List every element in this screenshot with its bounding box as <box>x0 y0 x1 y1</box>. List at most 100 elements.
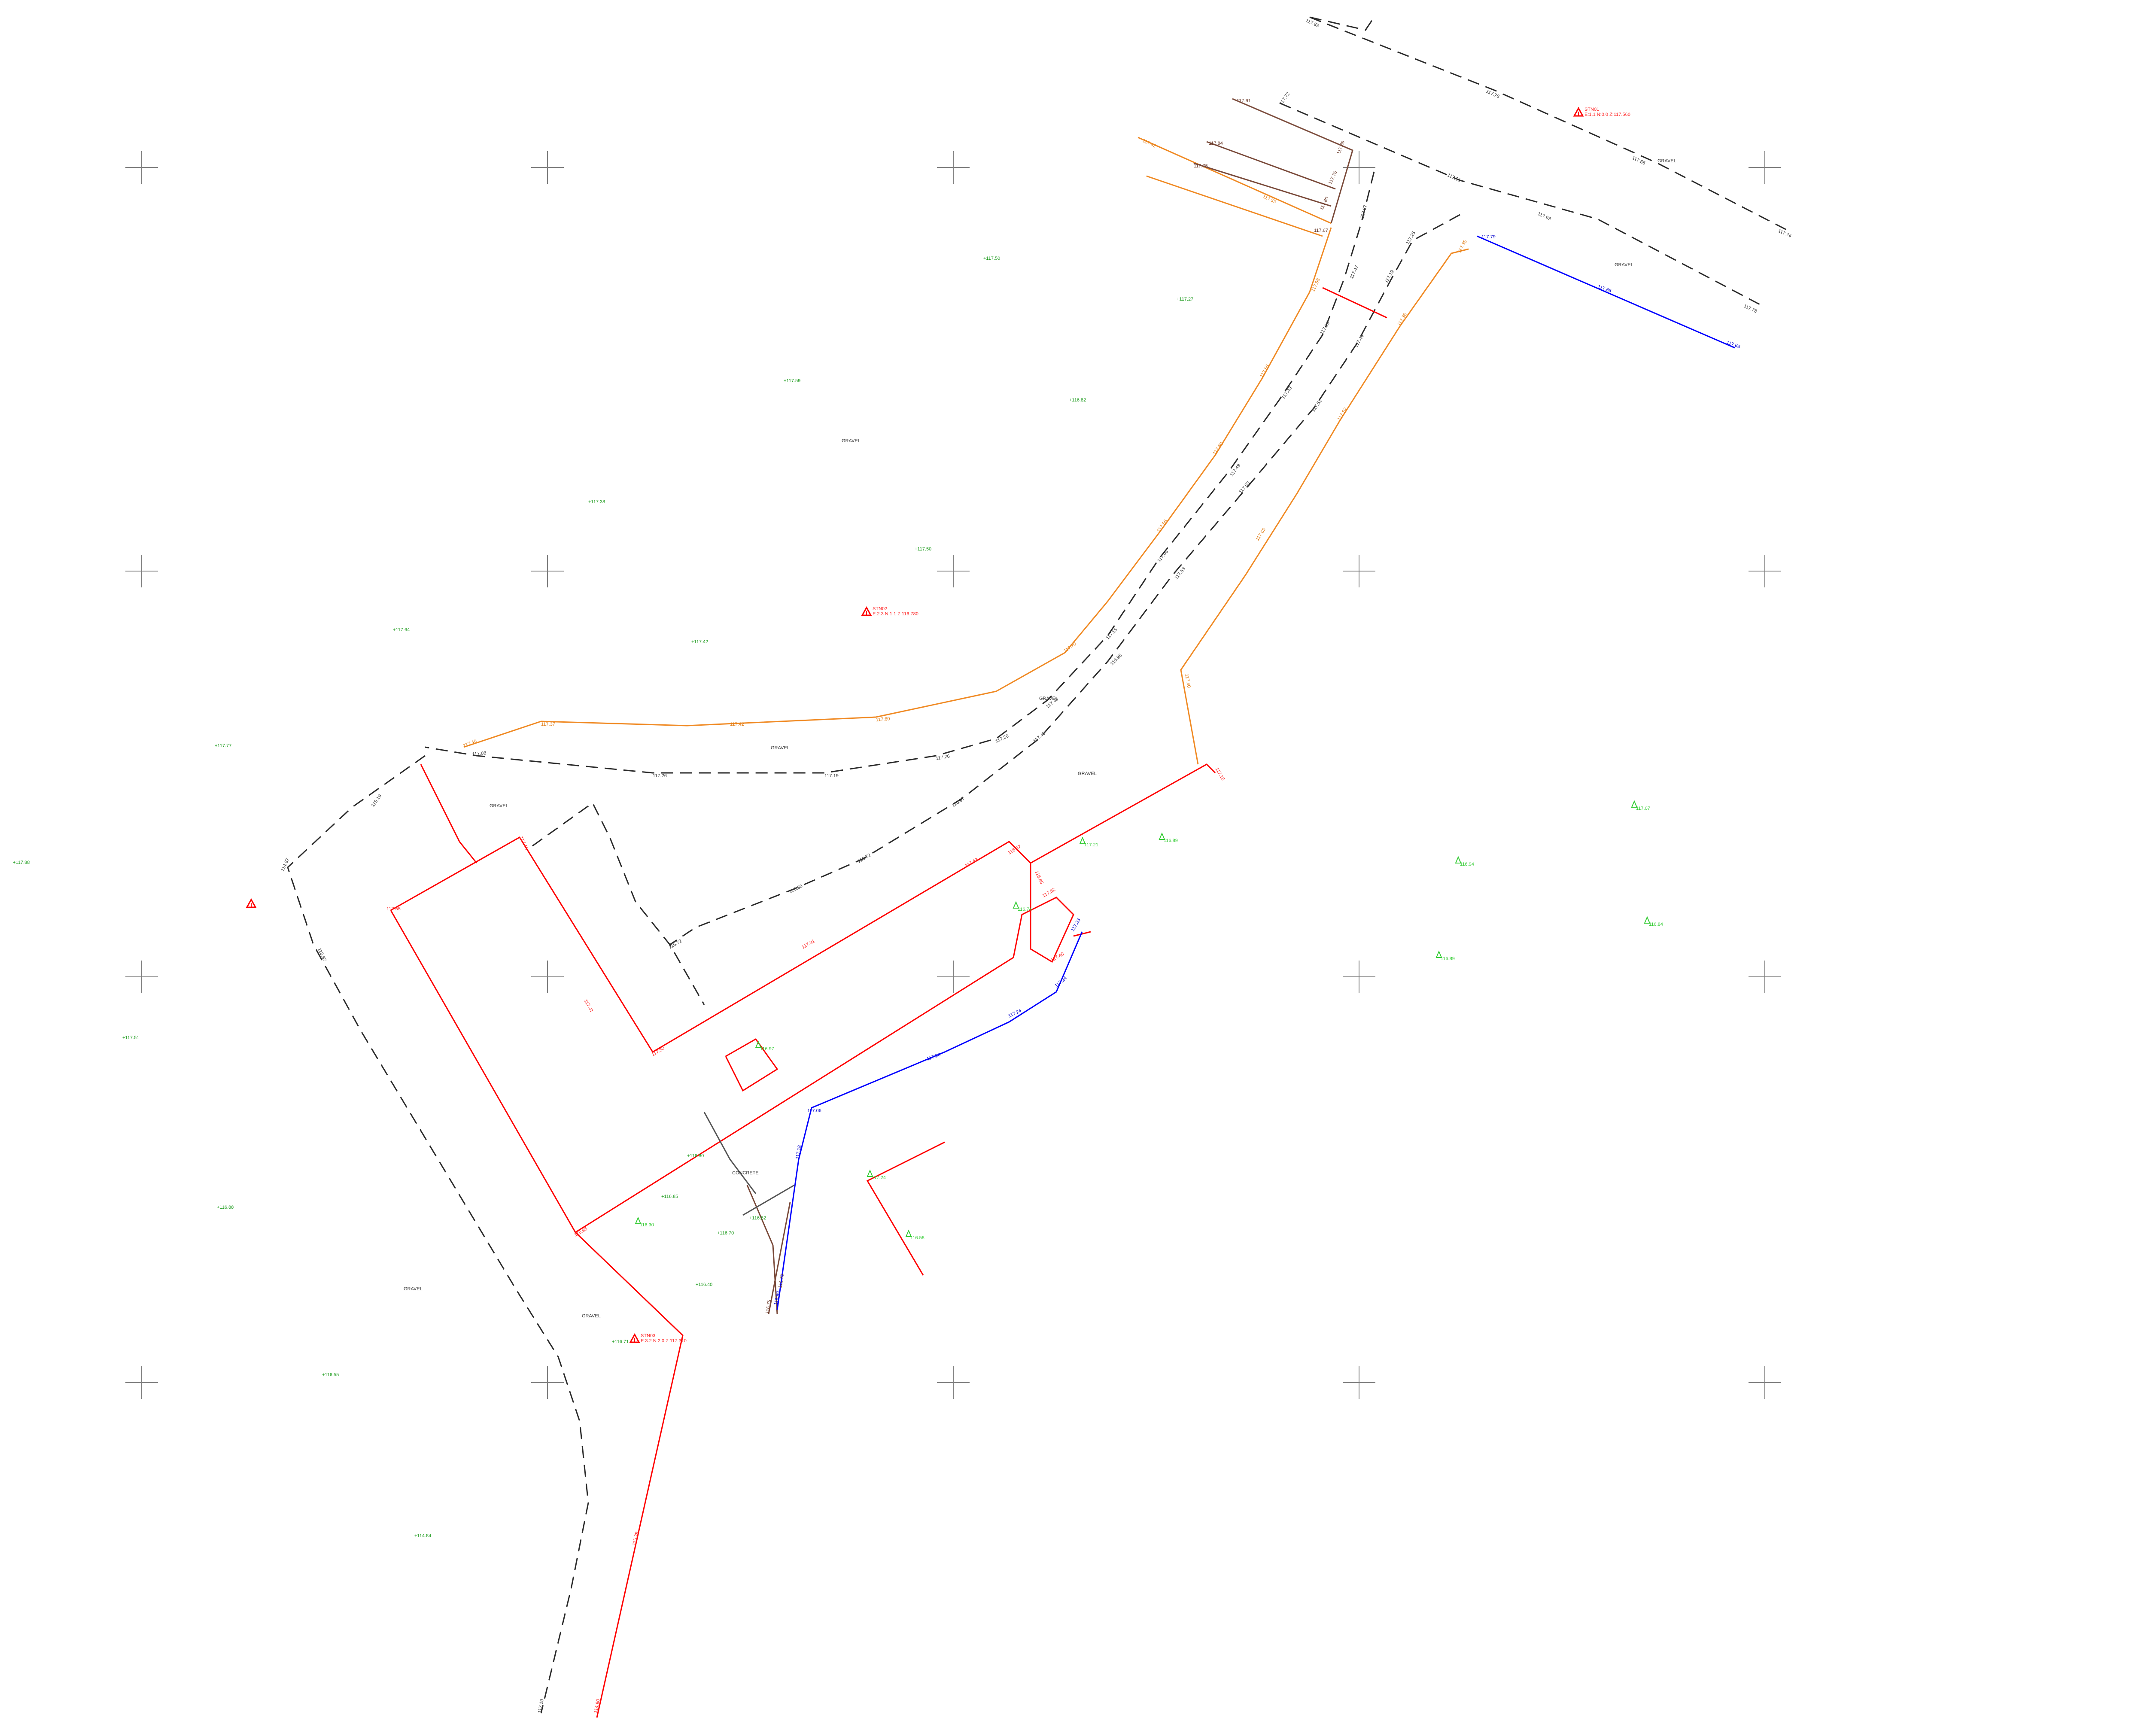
station-triangle-icon <box>1573 106 1584 117</box>
line-level-label: 117.93 <box>1537 211 1552 222</box>
line-level-label: 116.96 <box>1110 653 1123 666</box>
line-level-label: 117.55 <box>1259 364 1271 378</box>
line-level-label: 116.70 <box>778 1274 785 1288</box>
line-level-label: 117.42 <box>1142 138 1157 149</box>
dashed-line-upper-road <box>1279 102 1761 306</box>
station-triangle-icon <box>861 606 872 616</box>
surface-label: GRAVEL <box>1657 158 1676 164</box>
tree-symbol-icon <box>867 1169 873 1177</box>
line-level-label: 117.35 <box>1457 239 1468 254</box>
surface-label: GRAVEL <box>842 438 861 444</box>
line-level-label: 117.79 <box>1481 234 1496 240</box>
grey-line-concrete-2 <box>742 1184 795 1216</box>
line-level-label: 117.19 <box>537 1699 545 1713</box>
tree-level-label: 116.89 <box>1441 956 1455 961</box>
line-level-label: 117.24 <box>1007 1008 1022 1019</box>
line-level-label: 117.47 <box>1349 265 1360 280</box>
dashed-line-road-centre-right <box>669 214 1460 946</box>
line-level-label: 117.67 <box>1359 204 1368 219</box>
line-level-label: 117.72 <box>1279 91 1291 106</box>
tree-symbol-icon <box>905 1229 912 1237</box>
line-level-label: 116.30 <box>788 884 803 894</box>
line-level-label: 115.87 <box>316 947 327 962</box>
line-level-label: 116.72 <box>857 853 872 864</box>
grid-cross-icon <box>125 555 158 587</box>
line-level-label: 117.18 <box>1214 767 1226 781</box>
line-level-label: 116.97 <box>1007 844 1022 856</box>
station-triangle-icon <box>246 898 257 908</box>
spot-height-label: +117.38 <box>588 499 605 505</box>
tree-level-label: 117.21 <box>1084 842 1098 848</box>
line-level-label: 117.91 <box>1237 98 1251 103</box>
red-plot-boundary <box>390 836 1074 1234</box>
line-level-label: 117.40 <box>462 739 477 748</box>
line-level-label: 117.42 <box>730 722 744 727</box>
surface-label: GRAVEL <box>1078 771 1097 776</box>
tree-level-label: 116.94 <box>1460 862 1474 867</box>
surface-label: GRAVEL <box>490 803 508 809</box>
line-level-label: 117.37 <box>541 722 555 727</box>
red-east-lines <box>866 1141 945 1276</box>
line-level-label: 117.65 <box>1156 519 1169 533</box>
tree-symbol-icon <box>1455 856 1462 863</box>
line-level-label: 116.45 <box>1034 870 1044 885</box>
surface-label: GRAVEL <box>404 1286 423 1292</box>
line-level-label: 117.45 <box>518 836 529 851</box>
spot-height-label: +116.82 <box>1069 398 1086 403</box>
dashed-road-lines <box>287 16 1791 1714</box>
grid-cross-icon <box>1749 1366 1781 1399</box>
line-level-label: 117.41 <box>583 999 594 1013</box>
brown-fence-5 <box>768 1202 791 1314</box>
blue-drain-lines <box>776 235 1735 1310</box>
line-level-labels: 117.83117.76117.66117.74117.72117.61117.… <box>280 18 1792 1714</box>
station-sub-3: E:3.2 N:2.0 Z:117.310 <box>641 1338 687 1344</box>
line-level-label: 117.08 <box>472 751 487 757</box>
line-level-label: 117.67 <box>1314 228 1328 233</box>
surface-label: CONCRETE <box>732 1171 759 1176</box>
grid-cross-icon <box>1343 555 1375 587</box>
dashed-line-inner-plot <box>532 802 705 1005</box>
tree-level-label: 116.97 <box>760 1046 774 1052</box>
line-level-label: 117.03 <box>1238 480 1251 495</box>
grid-cross-icon <box>125 961 158 993</box>
line-level-label: 117.70 <box>1063 641 1077 654</box>
surface-label: GRAVEL <box>582 1313 601 1319</box>
spot-height-label: +116.71 <box>612 1339 629 1344</box>
station-label-2: STN02 <box>873 606 887 611</box>
dashed-line-top-right <box>1309 16 1791 233</box>
spot-height-label: +117.64 <box>393 627 410 632</box>
line-level-label: 117.36 <box>1396 312 1408 327</box>
line-level-label: 117.61 <box>1447 173 1462 183</box>
grid-cross-icon <box>531 961 564 993</box>
line-level-label: 117.30 <box>994 733 1010 744</box>
grid-cross-icon <box>937 151 970 184</box>
spot-height-label: +117.50 <box>983 256 1000 261</box>
line-level-label: 117.89 <box>1336 140 1346 155</box>
spot-height-label: +117.42 <box>691 639 708 645</box>
grid-cross-icon <box>937 1366 970 1399</box>
orange-kerb-nw-2 <box>1146 175 1323 237</box>
line-level-label: 116.99 <box>773 1291 781 1305</box>
grid-cross-icon <box>531 1366 564 1399</box>
station-label-1: STN01 <box>1584 107 1599 112</box>
line-level-label: 117.65 <box>1255 527 1267 541</box>
spot-height-label: +117.27 <box>1177 297 1193 302</box>
grey-line-concrete-1 <box>703 1112 757 1194</box>
surface-label: GRAVEL <box>1615 262 1633 268</box>
line-level-label: 116.93 <box>574 1226 588 1238</box>
dashed-line-road-centre-left <box>425 171 1375 774</box>
line-level-label: 117.18 <box>795 1145 803 1159</box>
red-right-gate <box>1073 931 1091 937</box>
dashed-line-north-gate <box>1309 16 1375 31</box>
tree-symbol-icon <box>1079 836 1086 844</box>
orange-edge-east <box>1180 248 1469 765</box>
tree-level-label: 117.07 <box>1636 806 1650 811</box>
grid-cross-icon <box>1343 961 1375 993</box>
line-level-label: 117.55 <box>386 906 401 912</box>
line-level-label: 117.43 <box>964 857 979 869</box>
line-level-label: 117.45 <box>1032 731 1046 744</box>
spot-height-label: +117.77 <box>215 743 231 748</box>
line-level-label: 117.76 <box>1328 170 1338 185</box>
station-sub-2: E:2.3 N:1.1 Z:116.780 <box>873 611 918 617</box>
brown-fence-4 <box>746 1185 778 1314</box>
